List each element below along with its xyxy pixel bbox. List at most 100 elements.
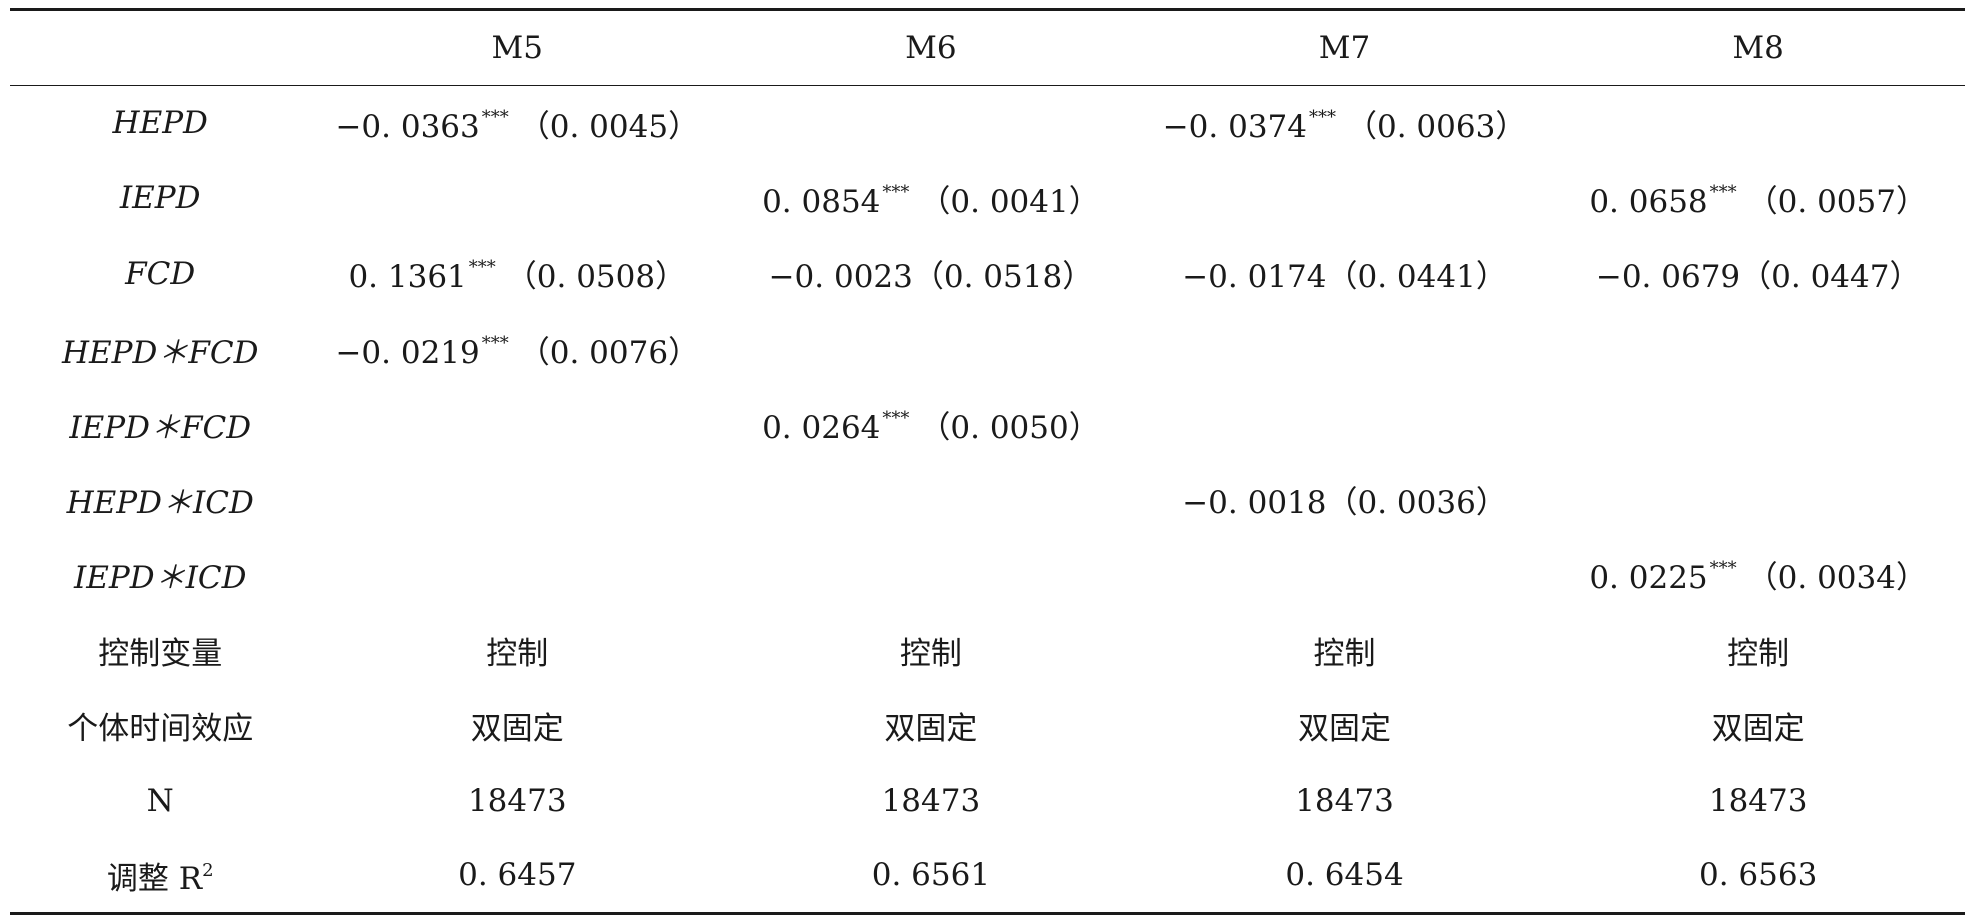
row-label: HEPD＊ICD: [10, 462, 310, 537]
significance-stars: ***: [1309, 106, 1336, 128]
table-cell: [724, 462, 1138, 537]
table-row: HEPD＊ICD −0. 0018（0. 0036）: [10, 462, 1965, 537]
table-cell: 控制: [1138, 613, 1552, 688]
row-label-text: IEPD: [119, 180, 201, 217]
cell-value: −0. 0018: [1182, 485, 1327, 522]
row-label: IEPD＊ICD: [10, 537, 310, 612]
table-cell: −0. 0174（0. 0441）: [1138, 236, 1552, 311]
table-cell: [1551, 387, 1965, 462]
table-cell: [1138, 161, 1552, 236]
cell-value: 0. 6561: [871, 857, 991, 894]
table-cell: 0. 0658 *** （0. 0057）: [1551, 161, 1965, 236]
row-label-text: 调整 R: [106, 860, 203, 897]
table-cell: 0. 6563: [1551, 838, 1965, 913]
header-row: M5 M6 M7 M8: [10, 9, 1965, 86]
cell-value: 18473: [881, 782, 981, 819]
table-cell: 控制: [310, 613, 724, 688]
cell-value: 0. 6457: [458, 857, 577, 894]
cell-value: −0. 0219: [335, 334, 480, 371]
standard-error: （0. 0057）: [1746, 183, 1927, 220]
cell-value: −0. 0023: [768, 259, 913, 296]
table-cell: [1551, 86, 1965, 161]
table-cell: 控制: [724, 613, 1138, 688]
row-label: 调整 R2: [10, 838, 310, 913]
standard-error: （0. 0441）: [1326, 259, 1507, 296]
cell-value: 双固定: [1711, 711, 1805, 748]
row-label: FCD: [10, 236, 310, 311]
table-cell: 18473: [1138, 763, 1552, 838]
standard-error: （0. 0036）: [1326, 485, 1507, 522]
cell-value: −0. 0174: [1182, 259, 1327, 296]
cell-value: −0. 0374: [1162, 108, 1307, 145]
standard-error: （0. 0518）: [912, 259, 1094, 296]
row-label-text: HEPD＊ICD: [66, 485, 254, 522]
standard-error: （0. 0041）: [919, 183, 1100, 220]
cell-value: 控制: [486, 635, 549, 672]
table-cell: 0. 6457: [310, 838, 724, 913]
cell-value: 控制: [899, 635, 962, 672]
standard-error: （0. 0050）: [919, 409, 1100, 446]
table-cell: −0. 0679（0. 0447）: [1551, 236, 1965, 311]
table-cell: 18473: [310, 763, 724, 838]
table-cell: −0. 0219 *** （0. 0076）: [310, 311, 724, 386]
standard-error: （0. 0063）: [1346, 108, 1527, 145]
table-cell: 0. 0225 *** （0. 0034）: [1551, 537, 1965, 612]
significance-stars: ***: [481, 332, 509, 354]
row-label: 控制变量: [10, 613, 310, 688]
header-corner: [10, 10, 310, 86]
significance-stars: ***: [481, 106, 509, 128]
row-label-text: N: [146, 782, 174, 819]
table-cell: −0. 0363 *** （0. 0045）: [310, 86, 724, 161]
table-cell: [310, 161, 724, 236]
table-row: FCD 0. 1361 *** （0. 0508） −0. 0023（0. 0518） −…: [10, 236, 1965, 311]
table-cell: 双固定: [1138, 688, 1552, 763]
cell-value: 18473: [1295, 782, 1394, 819]
table-cell: 0. 6561: [724, 838, 1138, 913]
table-cell: 双固定: [1551, 688, 1965, 763]
row-label-text: IEPD＊ICD: [74, 560, 247, 597]
row-label-text: HEPD: [112, 105, 208, 142]
cell-value: 0. 0225: [1589, 560, 1708, 597]
cell-value: 18473: [467, 782, 567, 819]
row-label-text: 个体时间效应: [67, 711, 254, 748]
header-model-m6: M6: [905, 30, 957, 66]
table-row: IEPD＊FCD 0. 0264 *** （0. 0050）: [10, 387, 1965, 462]
table-cell: −0. 0018（0. 0036）: [1138, 462, 1552, 537]
table-cell: [310, 537, 724, 612]
cell-value: 0. 0854: [762, 183, 881, 220]
cell-value: 双固定: [1298, 711, 1392, 748]
header-model-m7: M7: [1318, 30, 1371, 66]
row-label-text: FCD: [125, 255, 196, 292]
table-row: HEPD＊FCD −0. 0219 *** （0. 0076）: [10, 311, 1965, 386]
table-row: 控制变量 控制 控制 控制 控制: [10, 613, 1965, 688]
table-row: IEPD 0. 0854 *** （0. 0041） 0. 0658 *** （0. 005…: [10, 161, 1965, 236]
table-row: N 18473 18473 18473 18473: [10, 763, 1965, 838]
standard-error: （0. 0076）: [518, 334, 700, 371]
row-label: IEPD: [10, 161, 310, 236]
header-model-m5: M5: [491, 30, 543, 66]
cell-value: 双固定: [884, 711, 978, 748]
table-row: 个体时间效应 双固定 双固定 双固定 双固定: [10, 688, 1965, 763]
table-cell: 0. 0264 *** （0. 0050）: [724, 387, 1138, 462]
cell-value: 控制: [1727, 635, 1790, 672]
table-body: HEPD −0. 0363 *** （0. 0045） −0. 0374 *** （0. 0…: [10, 86, 1965, 914]
regression-results-table: M5 M6 M7 M8 HEPD −0. 0363 *** （0. 0045） −0. …: [10, 8, 1965, 915]
standard-error: （0. 0447）: [1740, 259, 1921, 296]
cell-value: 0. 6563: [1699, 857, 1818, 894]
header-model-m8: M8: [1732, 30, 1784, 66]
standard-error: （0. 0034）: [1746, 560, 1927, 597]
row-label: HEPD＊FCD: [10, 311, 310, 386]
significance-stars: ***: [882, 407, 910, 429]
cell-value: 18473: [1708, 782, 1808, 819]
table-cell: 双固定: [310, 688, 724, 763]
table-cell: 18473: [724, 763, 1138, 838]
row-label-superscript: 2: [202, 859, 214, 881]
table-row: 调整 R2 0. 6457 0. 6561 0. 6454 0. 6563: [10, 838, 1965, 914]
table-cell: [310, 462, 724, 537]
cell-value: 0. 6454: [1285, 857, 1404, 894]
row-label: IEPD＊FCD: [10, 387, 310, 462]
cell-value: 双固定: [470, 711, 564, 748]
significance-stars: ***: [468, 257, 496, 279]
table-cell: −0. 0023（0. 0518）: [724, 236, 1138, 311]
table-cell: [1551, 462, 1965, 537]
